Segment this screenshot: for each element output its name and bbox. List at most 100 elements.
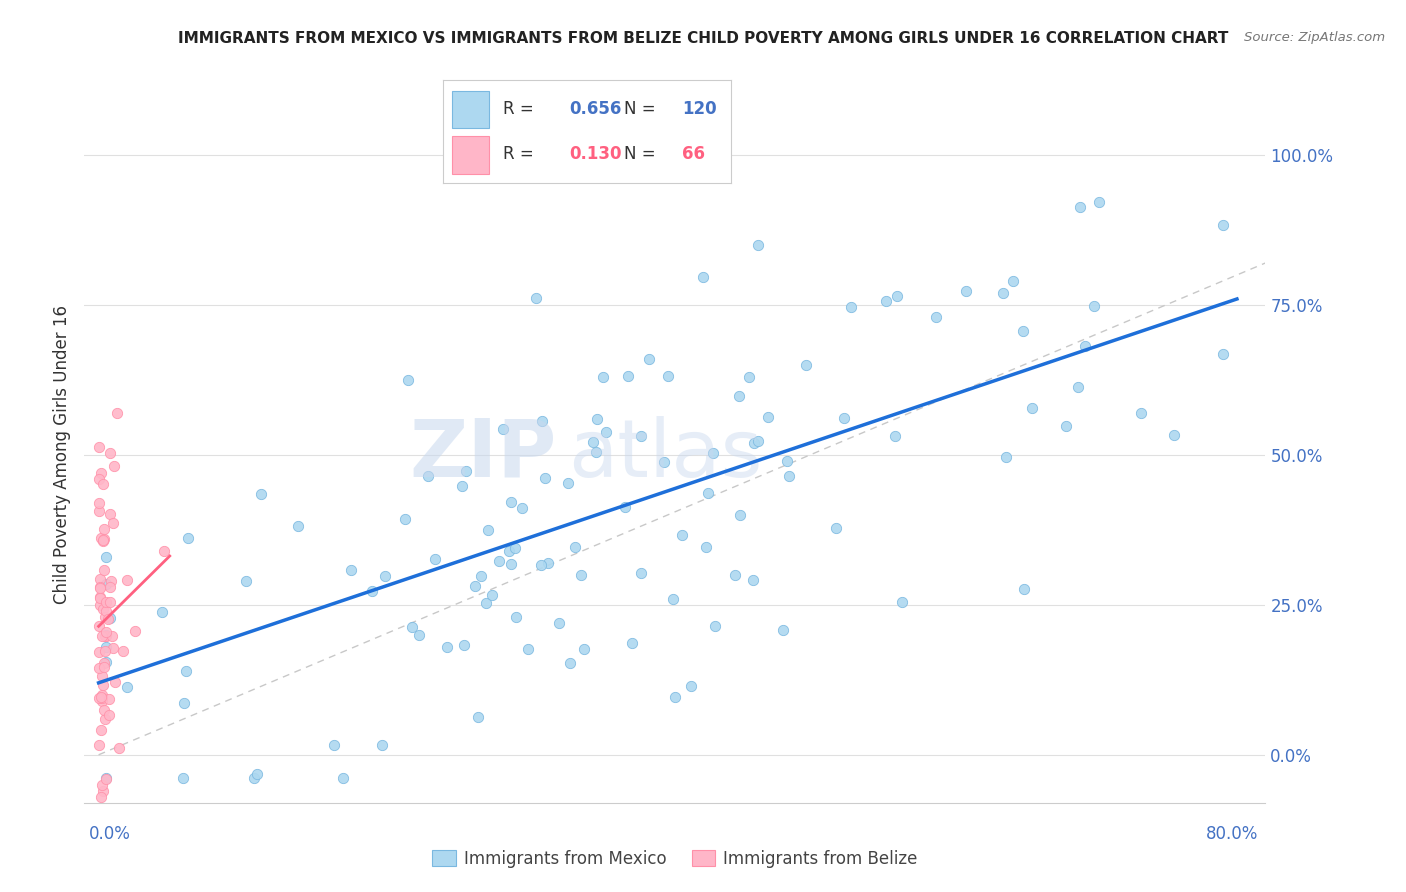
Point bbox=[89, 581, 111, 595]
Point bbox=[530, 414, 553, 428]
Point bbox=[91, 690, 114, 705]
Point bbox=[94, 655, 117, 669]
Point bbox=[94, 549, 117, 564]
Point bbox=[616, 368, 638, 383]
Point bbox=[91, 602, 114, 616]
Point bbox=[1011, 325, 1033, 339]
Text: R =: R = bbox=[503, 100, 540, 118]
Point bbox=[534, 471, 557, 485]
Point bbox=[90, 789, 112, 804]
Point bbox=[408, 628, 430, 642]
Text: 120: 120 bbox=[682, 100, 717, 118]
Point bbox=[467, 710, 489, 724]
Point bbox=[1001, 274, 1024, 288]
Point bbox=[558, 656, 581, 670]
Point bbox=[1067, 379, 1090, 393]
Point bbox=[418, 468, 440, 483]
Point bbox=[503, 541, 526, 556]
Point bbox=[396, 373, 419, 387]
Point bbox=[510, 501, 533, 516]
Point bbox=[374, 569, 396, 583]
Point bbox=[463, 579, 485, 593]
Point bbox=[93, 660, 115, 674]
Point bbox=[890, 595, 912, 609]
Point bbox=[97, 612, 120, 626]
Point bbox=[91, 694, 114, 708]
Point bbox=[117, 573, 139, 587]
Point bbox=[97, 708, 120, 723]
Point bbox=[91, 533, 114, 547]
Point bbox=[112, 643, 135, 657]
Point bbox=[90, 668, 112, 682]
Point bbox=[724, 567, 747, 582]
Point bbox=[572, 641, 595, 656]
Point bbox=[586, 412, 609, 426]
Point bbox=[492, 422, 515, 436]
Point bbox=[115, 680, 138, 694]
Point bbox=[451, 479, 474, 493]
Point bbox=[100, 574, 122, 588]
Point bbox=[87, 691, 110, 706]
Point bbox=[884, 429, 907, 443]
Point bbox=[825, 521, 848, 535]
Point bbox=[1069, 200, 1091, 214]
Point bbox=[87, 496, 110, 510]
Text: 66: 66 bbox=[682, 145, 706, 163]
Point bbox=[1212, 218, 1234, 232]
Point bbox=[1212, 347, 1234, 361]
Point bbox=[875, 294, 897, 309]
Point bbox=[477, 524, 499, 538]
Point bbox=[548, 616, 571, 631]
Point bbox=[697, 486, 720, 500]
Point bbox=[498, 543, 520, 558]
Point bbox=[91, 678, 114, 692]
Point bbox=[994, 450, 1017, 465]
Point bbox=[582, 434, 605, 449]
Text: IMMIGRANTS FROM MEXICO VS IMMIGRANTS FROM BELIZE CHILD POVERTY AMONG GIRLS UNDER: IMMIGRANTS FROM MEXICO VS IMMIGRANTS FRO… bbox=[177, 31, 1229, 46]
Point bbox=[152, 544, 174, 558]
Point bbox=[249, 487, 271, 501]
Point bbox=[339, 563, 361, 577]
Point bbox=[89, 591, 111, 605]
Point bbox=[235, 574, 257, 589]
Point bbox=[94, 629, 117, 643]
Point bbox=[1163, 428, 1185, 442]
Point bbox=[90, 531, 112, 545]
Point bbox=[456, 464, 478, 478]
Point bbox=[101, 641, 124, 656]
Point bbox=[662, 592, 685, 607]
Point bbox=[524, 291, 547, 305]
Point bbox=[501, 495, 523, 509]
Point bbox=[322, 738, 344, 752]
Point bbox=[91, 688, 114, 702]
Point bbox=[794, 358, 817, 372]
Point bbox=[93, 563, 115, 577]
Point bbox=[91, 476, 114, 491]
Point bbox=[103, 516, 125, 530]
Point bbox=[177, 531, 200, 545]
Text: 0.130: 0.130 bbox=[569, 145, 623, 163]
Point bbox=[98, 507, 121, 521]
Point bbox=[557, 475, 579, 490]
Point bbox=[87, 645, 110, 659]
Point bbox=[94, 772, 117, 786]
Point bbox=[100, 629, 122, 643]
Point bbox=[87, 440, 110, 454]
Point bbox=[93, 532, 115, 546]
Point bbox=[1021, 401, 1043, 415]
Point bbox=[94, 628, 117, 642]
Point bbox=[90, 466, 112, 480]
Point bbox=[505, 609, 527, 624]
Point bbox=[991, 285, 1014, 300]
Point bbox=[652, 455, 675, 469]
Point bbox=[728, 389, 751, 403]
Point bbox=[98, 580, 121, 594]
Point bbox=[89, 572, 111, 586]
Point bbox=[174, 664, 197, 678]
Point bbox=[89, 591, 111, 606]
Point bbox=[107, 740, 129, 755]
Point bbox=[394, 511, 416, 525]
Point bbox=[423, 551, 446, 566]
Bar bbox=[451, 91, 489, 128]
Point bbox=[925, 310, 948, 325]
